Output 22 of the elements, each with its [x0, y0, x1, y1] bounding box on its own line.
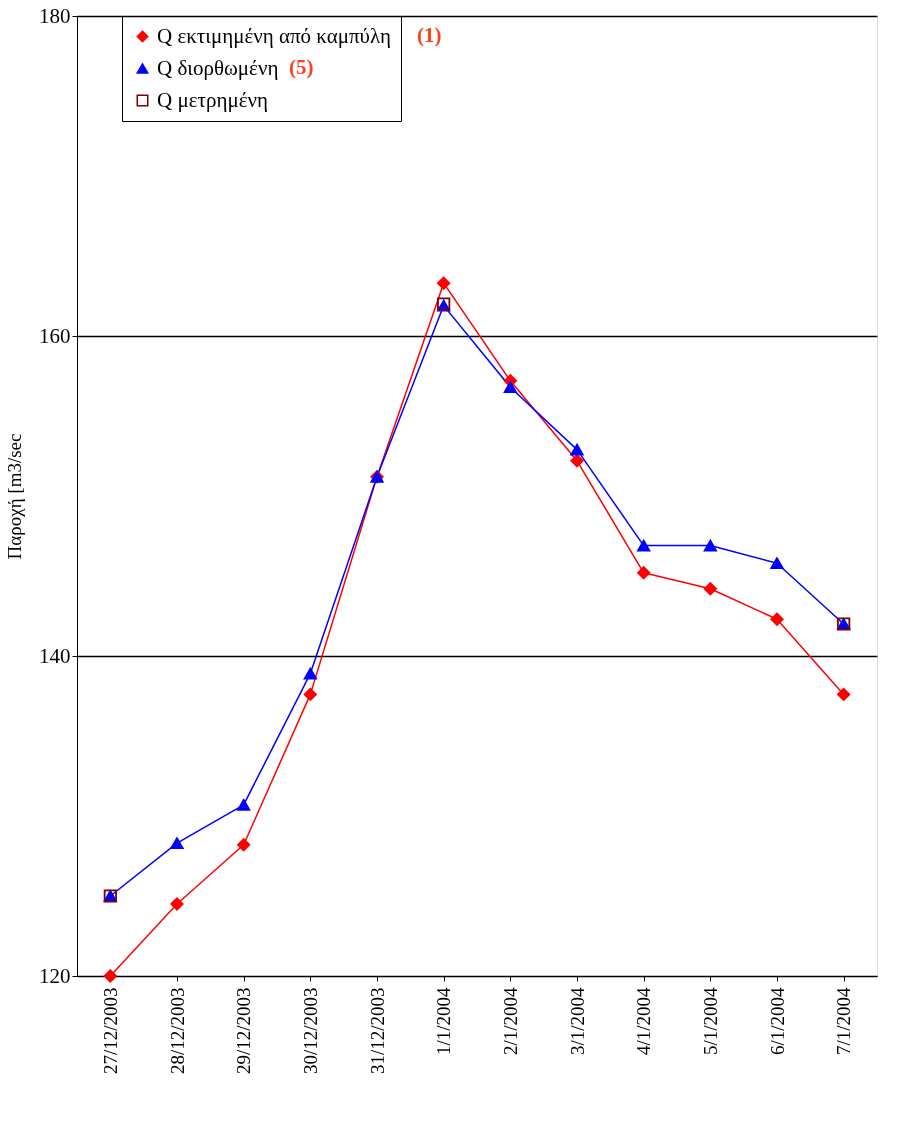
- x-tick-label: 31/12/2003: [366, 987, 388, 1075]
- x-tick-label: 6/1/2004: [766, 987, 788, 1056]
- y-tick-label: 160: [39, 323, 71, 348]
- legend-label: Q διορθωμένη: [157, 55, 279, 80]
- x-tick-label: 3/1/2004: [566, 987, 588, 1056]
- legend-label: Q μετρημένη: [157, 87, 268, 112]
- x-tick-label: 4/1/2004: [633, 987, 655, 1056]
- x-tick-label: 1/1/2004: [433, 987, 455, 1056]
- annotation: (1): [417, 23, 442, 47]
- legend-label: Q εκτιμημένη από καμπύλη: [157, 23, 391, 48]
- y-tick-label: 120: [39, 963, 71, 988]
- x-tick-label: 27/12/2003: [99, 987, 121, 1075]
- x-tick-label: 29/12/2003: [233, 987, 255, 1075]
- x-tick-label: 7/1/2004: [833, 987, 855, 1056]
- y-axis-title: Παροχή [m3/sec: [4, 433, 25, 560]
- x-tick-label: 28/12/2003: [166, 987, 188, 1075]
- x-tick-label: 5/1/2004: [699, 987, 721, 1056]
- x-tick-label: 2/1/2004: [499, 987, 521, 1056]
- x-tick-label: 30/12/2003: [299, 987, 321, 1075]
- y-tick-label: 180: [39, 3, 71, 28]
- y-tick-label: 140: [39, 643, 71, 668]
- annotation: (5): [289, 55, 314, 79]
